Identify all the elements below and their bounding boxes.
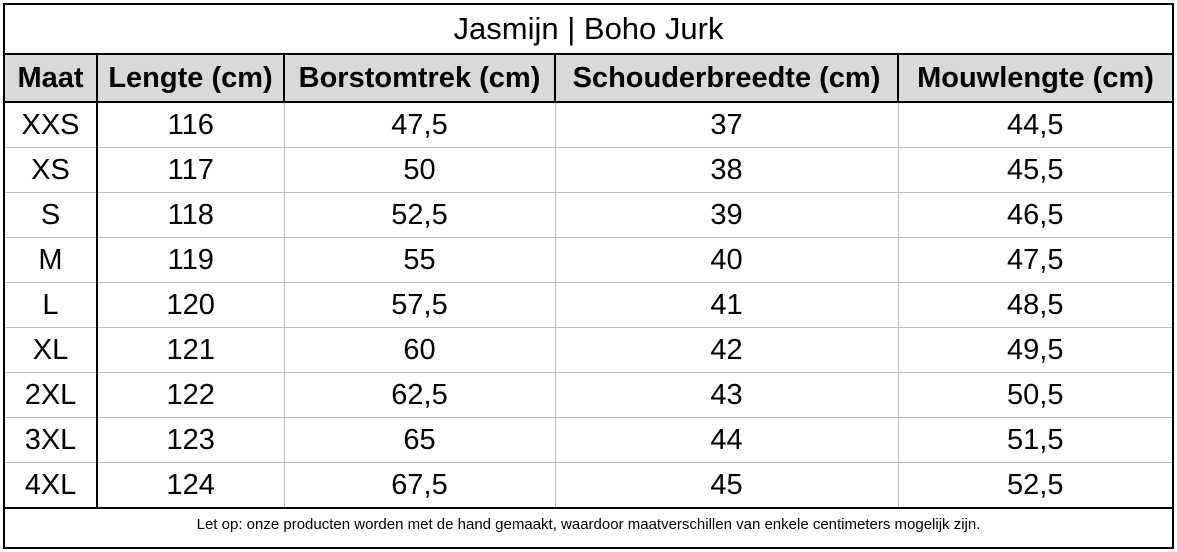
- measurement-cell: 47,5: [283, 102, 555, 148]
- size-label-cell: XL: [5, 327, 97, 373]
- measurement-cell: 42: [554, 327, 898, 373]
- table-row: L 120 57,5 41 48,5: [5, 282, 1173, 328]
- measurement-cell: 119: [96, 237, 284, 283]
- measurement-cell: 67,5: [283, 462, 555, 509]
- measurement-cell: 51,5: [897, 417, 1173, 463]
- column-header: Lengte (cm): [96, 54, 284, 103]
- table-row: XL 121 60 42 49,5: [5, 327, 1173, 373]
- size-label-cell: S: [5, 192, 97, 238]
- measurement-cell: 120: [96, 282, 284, 328]
- measurement-cell: 50,5: [897, 372, 1173, 418]
- measurement-cell: 50: [283, 147, 555, 193]
- size-label-cell: XXS: [5, 102, 97, 148]
- title-row: Jasmijn | Boho Jurk: [5, 5, 1173, 55]
- measurement-cell: 65: [283, 417, 555, 463]
- size-label-cell: XS: [5, 147, 97, 193]
- size-label-cell: M: [5, 237, 97, 283]
- measurement-cell: 62,5: [283, 372, 555, 418]
- column-header: Mouwlengte (cm): [896, 54, 1173, 103]
- measurement-cell: 45,5: [897, 147, 1173, 193]
- measurement-cell: 37: [554, 102, 898, 148]
- measurement-cell: 123: [96, 417, 284, 463]
- table-row: M 119 55 40 47,5: [5, 237, 1173, 283]
- size-chart: Jasmijn | Boho Jurk Maat Lengte (cm) Borst…: [3, 3, 1174, 549]
- column-header: Schouderbreedte (cm): [554, 54, 898, 103]
- measurement-cell: 118: [96, 192, 284, 238]
- measurement-cell: 124: [96, 462, 284, 509]
- table-row: S 118 52,5 39 46,5: [5, 192, 1173, 238]
- header-row: Maat Lengte (cm) Borstomtrek (cm) Schouderb…: [5, 54, 1173, 103]
- size-table: Jasmijn | Boho Jurk Maat Lengte (cm) Borst…: [5, 5, 1173, 540]
- table-row: XXS 116 47,5 37 44,5: [5, 102, 1173, 148]
- table-row: 4XL 124 67,5 45 52,5: [5, 462, 1173, 509]
- footnote: Let op: onze producten worden met de han…: [196, 516, 981, 533]
- size-label-cell: L: [5, 282, 97, 328]
- measurement-cell: 116: [96, 102, 284, 148]
- table-row: 3XL 123 65 44 51,5: [5, 417, 1173, 463]
- measurement-cell: 38: [554, 147, 898, 193]
- measurement-cell: 40: [554, 237, 898, 283]
- size-label-cell: 4XL: [5, 462, 97, 509]
- size-label-cell: 2XL: [5, 372, 97, 418]
- measurement-cell: 121: [96, 327, 284, 373]
- measurement-cell: 46,5: [897, 192, 1173, 238]
- table-row: XS 117 50 38 45,5: [5, 147, 1173, 193]
- column-header: Borstomtrek (cm): [283, 54, 555, 103]
- size-label-cell: 3XL: [5, 417, 97, 463]
- measurement-cell: 52,5: [283, 192, 555, 238]
- measurement-cell: 55: [283, 237, 555, 283]
- measurement-cell: 122: [96, 372, 284, 418]
- measurement-cell: 49,5: [897, 327, 1173, 373]
- measurement-cell: 52,5: [897, 462, 1173, 509]
- measurement-cell: 47,5: [897, 237, 1173, 283]
- note-row: Let op: onze producten worden met de han…: [5, 508, 1172, 540]
- column-header: Maat: [5, 54, 97, 103]
- measurement-cell: 43: [554, 372, 898, 418]
- table-row: 2XL 122 62,5 43 50,5: [5, 372, 1173, 418]
- measurement-cell: 44,5: [897, 102, 1173, 148]
- table-title: Jasmijn | Boho Jurk: [5, 5, 1173, 55]
- measurement-cell: 60: [283, 327, 555, 373]
- measurement-cell: 44: [554, 417, 898, 463]
- measurement-cell: 39: [554, 192, 898, 238]
- measurement-cell: 45: [554, 462, 898, 509]
- measurement-cell: 48,5: [897, 282, 1173, 328]
- measurement-cell: 57,5: [283, 282, 555, 328]
- measurement-cell: 117: [96, 147, 284, 193]
- measurement-cell: 41: [554, 282, 898, 328]
